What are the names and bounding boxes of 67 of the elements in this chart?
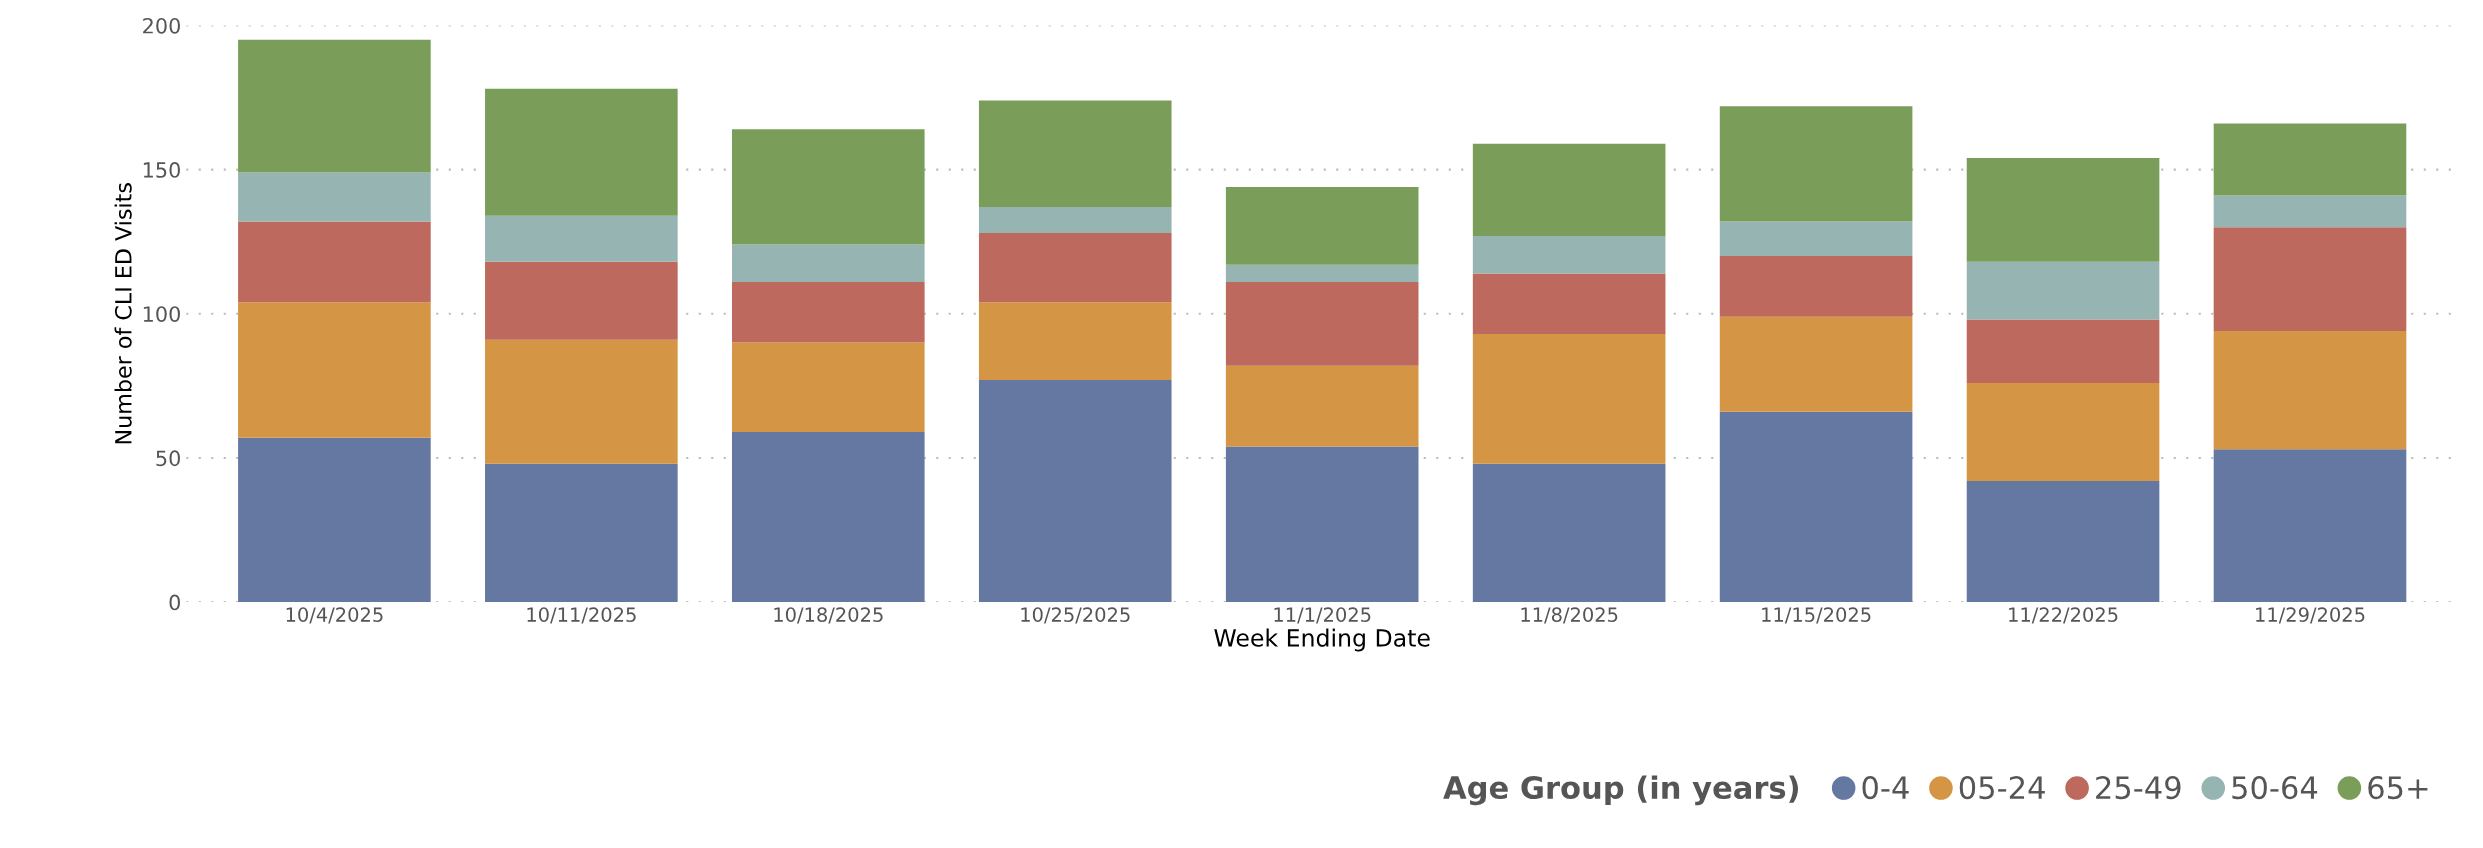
bar bbox=[1225, 446, 1419, 603]
x-tick-label: 10/18/2025 bbox=[774, 607, 883, 624]
y-tick-label: 150 bbox=[143, 162, 180, 178]
bar bbox=[978, 100, 1172, 208]
bar bbox=[978, 380, 1172, 603]
bar bbox=[1719, 106, 1913, 222]
legend-title: Age Group (in years) bbox=[1443, 775, 1798, 806]
bar bbox=[238, 221, 431, 303]
bar bbox=[731, 431, 925, 603]
bar bbox=[2213, 195, 2407, 228]
bar bbox=[978, 233, 1172, 303]
bar bbox=[2213, 331, 2407, 450]
bar bbox=[485, 339, 678, 464]
bar bbox=[1472, 333, 1666, 464]
y-tick-label: 50 bbox=[156, 450, 180, 467]
bar bbox=[1966, 261, 2160, 320]
bar bbox=[731, 282, 925, 343]
bar bbox=[1966, 319, 2160, 383]
bar bbox=[1225, 365, 1419, 447]
x-tick-label: 11/29/2025 bbox=[2256, 607, 2365, 624]
bar bbox=[1966, 480, 2160, 603]
bar bbox=[978, 207, 1172, 234]
bar bbox=[978, 302, 1172, 381]
bar bbox=[1225, 264, 1419, 283]
legend-label: 25-49 bbox=[2096, 776, 2181, 800]
x-tick-label: 11/22/2025 bbox=[2009, 607, 2118, 624]
bar bbox=[485, 463, 678, 603]
bar bbox=[1966, 382, 2160, 481]
y-tick-label: 200 bbox=[143, 17, 180, 34]
bar bbox=[238, 302, 431, 438]
bar bbox=[485, 261, 678, 340]
y-tick-label: 100 bbox=[143, 306, 180, 322]
bar bbox=[731, 129, 925, 245]
legend-label: 0-4 bbox=[1862, 776, 1909, 800]
bar bbox=[1472, 143, 1666, 236]
legend-label: 05-24 bbox=[1959, 776, 2045, 800]
x-axis-title: Week Ending Date bbox=[1214, 628, 1430, 652]
bar bbox=[2213, 449, 2407, 603]
bar bbox=[238, 172, 431, 222]
bar bbox=[2213, 227, 2407, 332]
bar bbox=[238, 39, 431, 173]
bar bbox=[1472, 273, 1666, 334]
x-tick-label: 11/8/2025 bbox=[1521, 607, 1618, 624]
bar bbox=[485, 215, 678, 262]
bar bbox=[1225, 282, 1419, 366]
bar bbox=[1225, 186, 1419, 265]
bar bbox=[731, 342, 925, 432]
bar bbox=[1719, 411, 1913, 603]
x-tick-label: 10/4/2025 bbox=[286, 607, 383, 624]
bar bbox=[2213, 123, 2407, 196]
bar bbox=[485, 88, 678, 216]
x-tick-label: 11/1/2025 bbox=[1274, 607, 1371, 624]
legend-label: 50-64 bbox=[2232, 776, 2318, 800]
y-axis-title: Number of CLI ED Visits bbox=[114, 183, 132, 444]
legend-label: 65+ bbox=[2368, 776, 2428, 800]
x-tick-label: 10/25/2025 bbox=[1021, 607, 1130, 624]
bar bbox=[1719, 316, 1913, 412]
bar bbox=[1966, 158, 2160, 262]
bar bbox=[238, 437, 431, 603]
bar bbox=[1719, 256, 1913, 317]
x-tick-label: 11/15/2025 bbox=[1762, 607, 1871, 624]
y-tick-label: 0 bbox=[169, 594, 180, 611]
bar bbox=[1719, 221, 1913, 257]
x-tick-label: 10/11/2025 bbox=[527, 607, 636, 624]
bar bbox=[1472, 463, 1666, 603]
bar bbox=[1472, 235, 1666, 274]
bar bbox=[731, 244, 925, 283]
